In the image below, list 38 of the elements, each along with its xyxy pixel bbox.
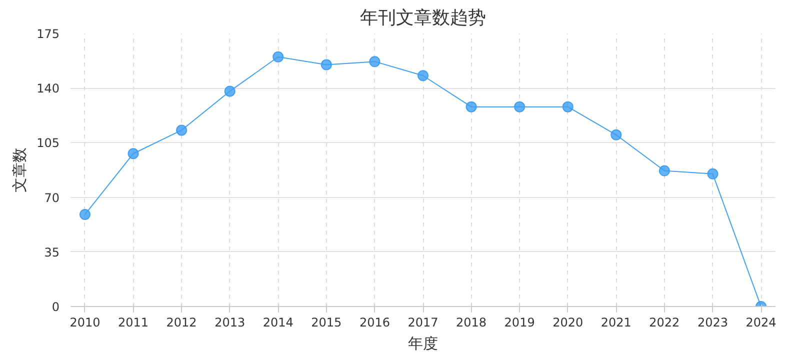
point (562, 101, 574, 112)
x-tick-label: 2022 (649, 316, 680, 330)
point (272, 51, 284, 62)
y-axis-title: 文章数 (10, 148, 29, 192)
point (610, 129, 622, 140)
x-tick-label: 2017 (408, 316, 438, 330)
point (369, 56, 380, 68)
point (514, 101, 526, 112)
y-tick-label: 140 (36, 82, 60, 96)
x-axis-title: 年度 (408, 334, 438, 352)
y-tick-label: 175 (36, 27, 60, 41)
x-tick-label: 2024 (746, 316, 776, 330)
chart-title: 年刊文章数趋势 (360, 8, 486, 28)
point (176, 124, 188, 136)
x-tick-label: 2020 (552, 316, 584, 330)
point (320, 59, 332, 70)
x-tick-label: 2015 (311, 316, 342, 330)
x-tick-label: 2011 (118, 316, 149, 330)
x-tick-label: 2023 (697, 316, 728, 330)
point (79, 208, 90, 220)
x-tick-label: 2010 (70, 316, 100, 330)
point (466, 101, 477, 112)
y-tick-label: 105 (36, 136, 60, 150)
x-tick-label: 2021 (600, 316, 632, 330)
x-tick-label: 2019 (504, 316, 535, 330)
x-tick-label: 2012 (166, 316, 197, 330)
point (224, 86, 236, 97)
x-tick-label: 2013 (214, 316, 246, 330)
x-tick-label: 2016 (359, 316, 390, 330)
point (658, 165, 670, 176)
point (707, 168, 718, 180)
point (128, 148, 139, 160)
x-tick-label: 2018 (456, 316, 487, 330)
y-tick-label: 70 (44, 190, 60, 205)
x-tick-label: 2014 (262, 316, 294, 330)
y-tick-label: 0 (52, 300, 60, 314)
point (418, 70, 428, 82)
y-tick-label: 35 (44, 245, 60, 260)
